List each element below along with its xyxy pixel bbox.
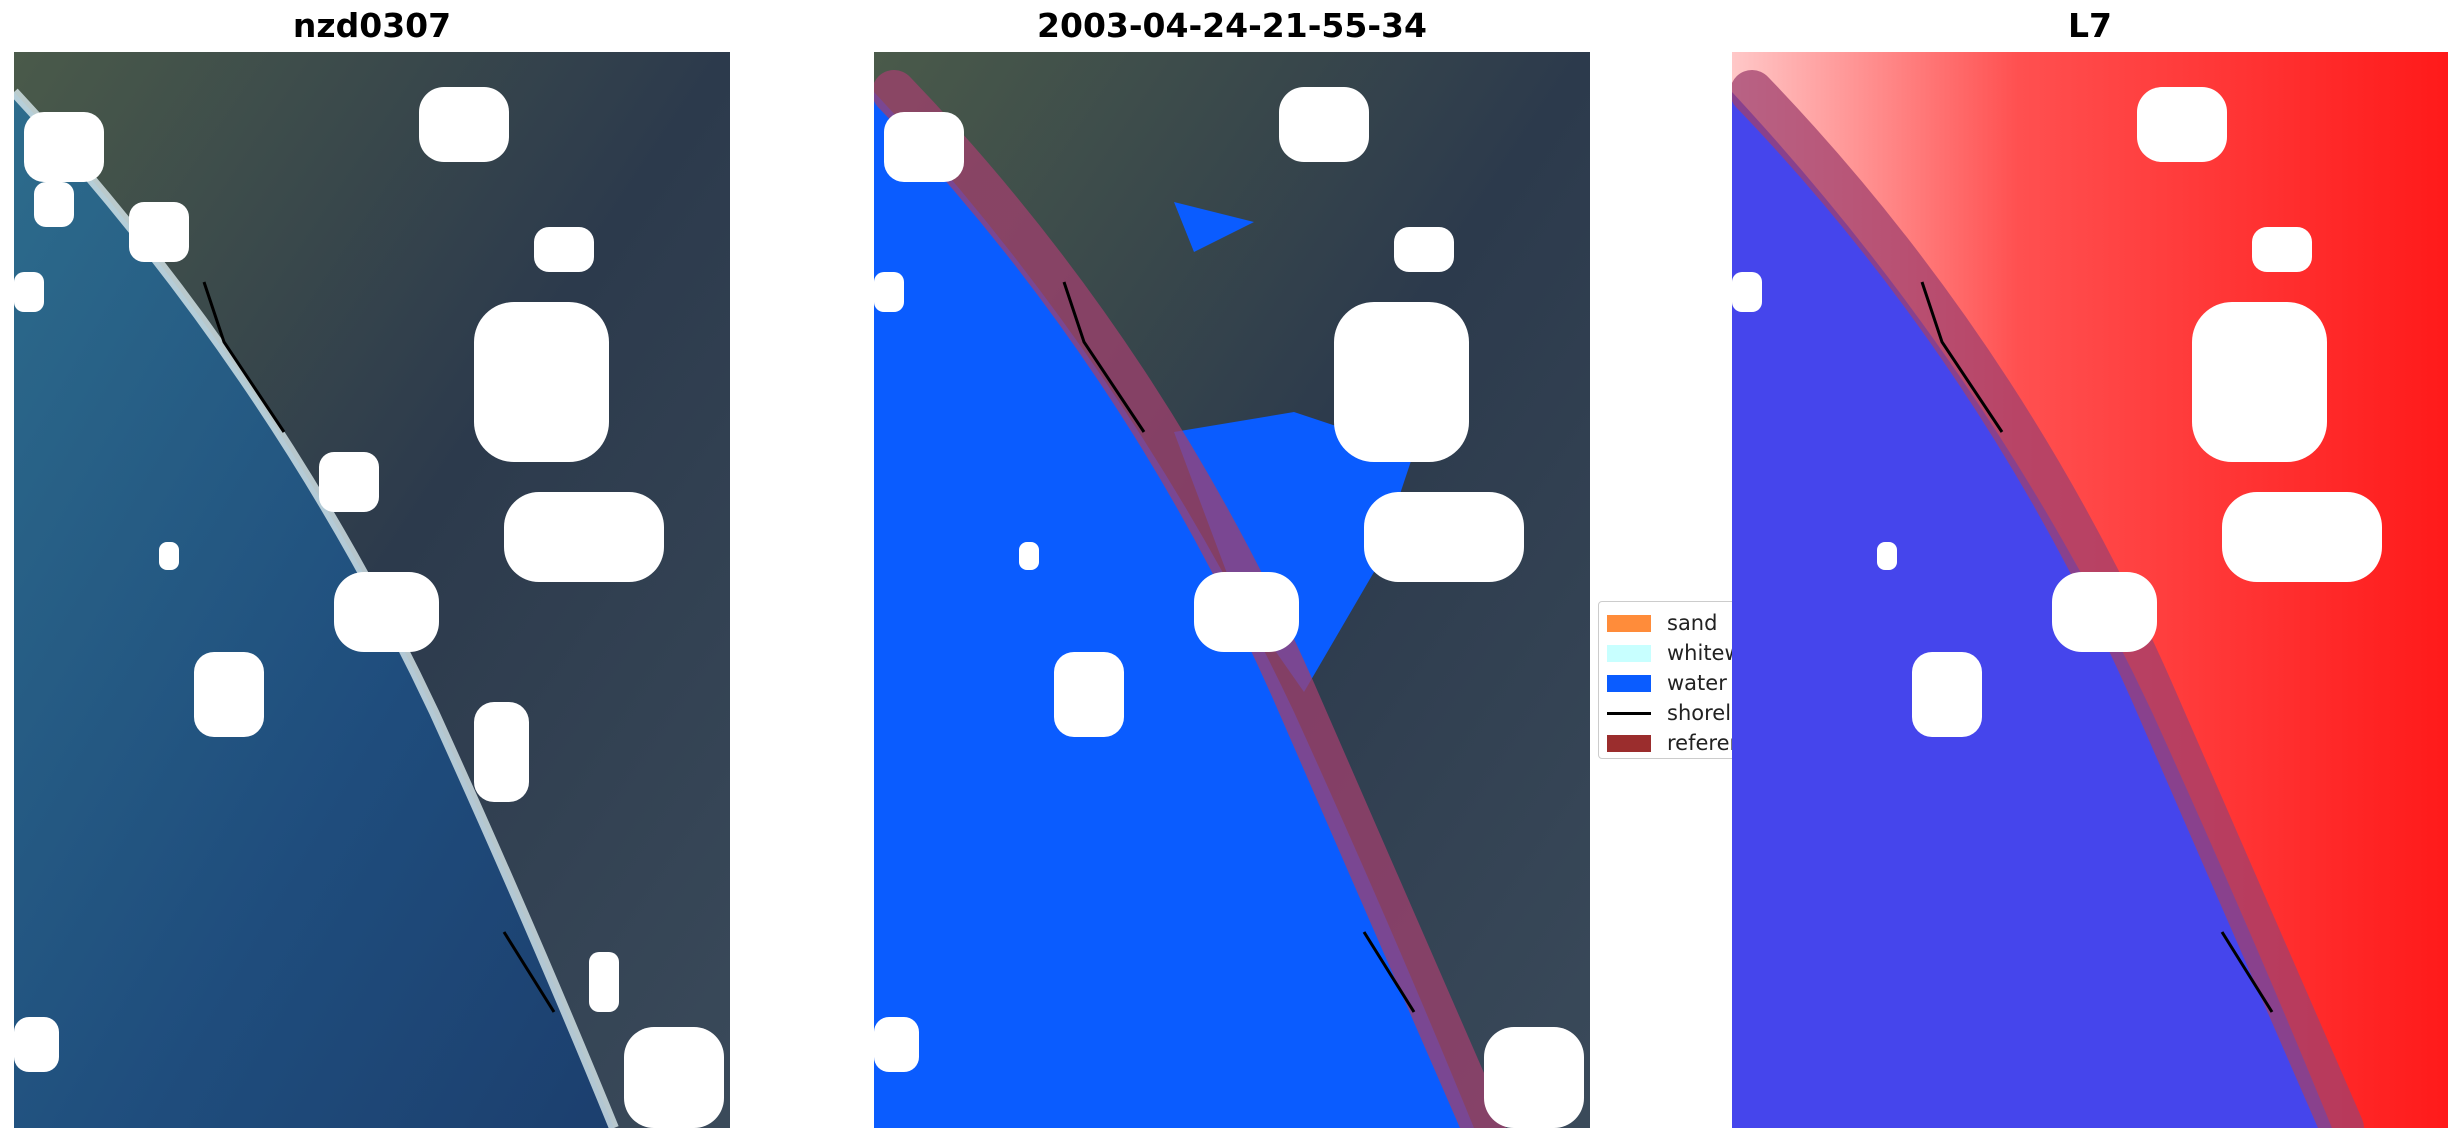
water-index: [1732, 92, 2332, 1128]
shoreline: [2220, 931, 2274, 1013]
cloud-mask: [1732, 87, 2382, 737]
legend-label: referen: [1667, 731, 1743, 755]
legend-label: whitew: [1667, 641, 1742, 665]
index-image: [1732, 52, 2448, 1128]
legend-item-shoreline: shorel: [1607, 700, 1731, 726]
water-class: [874, 92, 1474, 1128]
classified-image-panel: [874, 52, 1590, 1128]
shoreline: [202, 281, 286, 433]
sand-swatch: [1607, 614, 1651, 632]
reference-swatch: [1607, 734, 1651, 752]
legend-item-whitewater: whitew: [1607, 640, 1742, 666]
panel-title-rgb: nzd0307: [292, 6, 452, 45]
shoreline-swatch: [1607, 711, 1651, 715]
legend-label: sand: [1667, 611, 1718, 635]
shoreline: [502, 931, 556, 1013]
legend-item-reference: referen: [1607, 730, 1743, 756]
panel-title-index: L7: [2068, 6, 2112, 45]
legend-label: shorel: [1667, 701, 1732, 725]
cloud-mask: [14, 87, 724, 1128]
shoreline: [1362, 931, 1416, 1013]
rgb-satellite-image: [14, 52, 730, 1128]
ocean-area: [14, 92, 614, 1128]
shoreline: [1920, 281, 2004, 433]
rgb-image-panel: [14, 52, 730, 1128]
legend-item-sand: sand: [1607, 610, 1717, 636]
panel-title-classified: 2003-04-24-21-55-34: [1037, 6, 1427, 45]
classified-image: [874, 52, 1590, 1128]
reference-band: [874, 70, 1506, 1128]
water-class-inland: [1174, 202, 1254, 252]
reference-band: [1732, 70, 2364, 1128]
water-swatch: [1607, 674, 1651, 692]
water-class-inland: [1174, 412, 1414, 692]
legend-item-water: water: [1607, 670, 1727, 696]
index-image-panel: [1732, 52, 2448, 1128]
shoreline: [1062, 281, 1146, 433]
legend-label: water: [1667, 671, 1727, 695]
whitewater-swatch: [1607, 644, 1651, 662]
cloud-mask: [874, 87, 1584, 1128]
